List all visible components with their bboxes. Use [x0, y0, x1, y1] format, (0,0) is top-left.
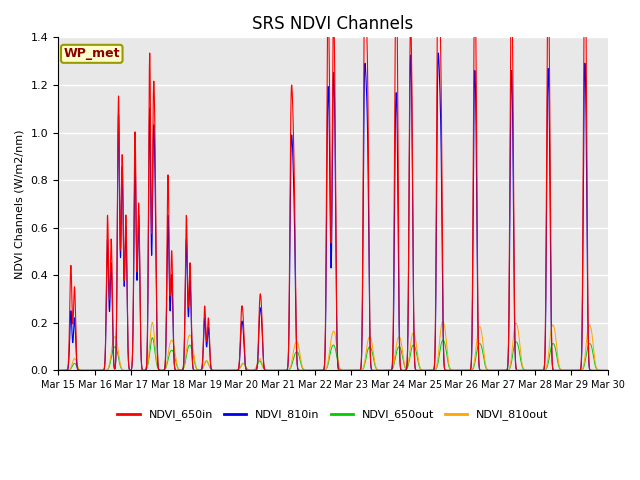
NDVI_810out [487, 368, 495, 373]
NDVI_650in [172, 367, 179, 373]
Line: NDVI_650in: NDVI_650in [58, 0, 608, 371]
Legend: NDVI_650in, NDVI_810in, NDVI_650out, NDVI_810out: NDVI_650in, NDVI_810in, NDVI_650out, NDV… [113, 405, 553, 425]
NDVI_650out [54, 368, 62, 373]
NDVI_650out [604, 368, 612, 373]
NDVI_810out [604, 368, 612, 373]
NDVI_810out [166, 340, 174, 346]
NDVI_650out [487, 368, 495, 373]
NDVI_810in [54, 368, 62, 373]
Text: WP_met: WP_met [63, 48, 120, 60]
NDVI_810out [172, 354, 180, 360]
NDVI_810in [487, 368, 495, 373]
NDVI_810in [260, 363, 268, 369]
NDVI_650in [260, 363, 268, 369]
NDVI_810in [604, 368, 612, 373]
NDVI_810out [439, 319, 447, 324]
NDVI_810in [166, 306, 173, 312]
NDVI_650in [604, 368, 612, 373]
Line: NDVI_810in: NDVI_810in [58, 53, 608, 371]
NDVI_650out [166, 349, 174, 355]
Line: NDVI_650out: NDVI_650out [58, 338, 608, 371]
NDVI_650out [148, 335, 156, 341]
NDVI_650out [260, 366, 268, 372]
NDVI_810out [54, 368, 62, 373]
NDVI_810out [90, 368, 97, 373]
NDVI_650out [602, 368, 610, 373]
NDVI_650in [487, 368, 495, 373]
NDVI_650out [90, 368, 97, 373]
NDVI_810out [602, 368, 610, 373]
NDVI_810out [260, 366, 268, 372]
NDVI_810out [409, 330, 417, 336]
Line: NDVI_810out: NDVI_810out [58, 322, 608, 371]
NDVI_650in [166, 289, 173, 295]
NDVI_810in [435, 50, 442, 56]
NDVI_650in [409, 216, 417, 222]
Title: SRS NDVI Channels: SRS NDVI Channels [252, 15, 413, 33]
NDVI_810in [172, 367, 179, 373]
NDVI_810in [602, 368, 610, 373]
NDVI_650in [54, 368, 62, 373]
NDVI_810in [409, 230, 417, 236]
NDVI_650in [602, 368, 610, 373]
NDVI_650out [172, 359, 180, 365]
NDVI_650out [409, 342, 417, 348]
Y-axis label: NDVI Channels (W/m2/nm): NDVI Channels (W/m2/nm) [15, 129, 25, 278]
